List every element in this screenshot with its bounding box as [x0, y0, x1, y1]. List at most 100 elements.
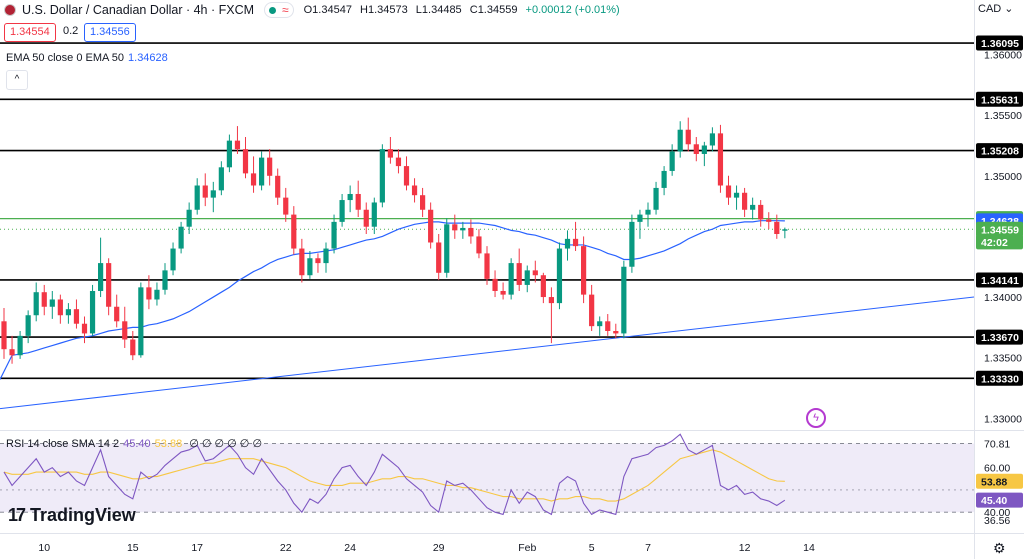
candle-body — [492, 278, 498, 291]
level-badge: 1.35631 — [976, 91, 1023, 107]
currency-selector[interactable]: CAD ⌄ — [978, 3, 1014, 15]
rsi-badge-bg — [976, 473, 1023, 489]
candle — [363, 202, 369, 234]
trendline — [0, 296, 975, 410]
candle — [17, 331, 23, 359]
tradingview-logo[interactable]: 17 TradingView — [8, 505, 136, 526]
ema-legend[interactable]: EMA 50 close 0 EMA 50 1.34628 — [6, 52, 168, 64]
ohlc-open: O1.34547 — [303, 4, 352, 16]
candle-body — [226, 140, 232, 168]
candle — [613, 323, 619, 339]
candle — [25, 310, 31, 344]
flash-icon[interactable]: ϟ — [806, 408, 826, 428]
replay-wave-icon: ≈ — [282, 3, 289, 17]
candle — [41, 284, 47, 316]
candle — [452, 214, 458, 239]
candle-body — [645, 209, 651, 215]
candle — [597, 316, 603, 336]
candle-body — [234, 140, 241, 150]
rsi-badge: 53.88 — [976, 473, 1023, 489]
candle-body — [782, 229, 788, 231]
symbol-title[interactable]: U.S. Dollar / Canadian Dollar · 4h · FXC… — [22, 3, 255, 17]
candle — [275, 168, 281, 205]
collapse-legend-button[interactable]: ^ — [6, 70, 28, 90]
candle-body — [202, 185, 208, 198]
candle-body — [750, 204, 756, 210]
sell-button[interactable]: 1.34554 — [4, 23, 56, 42]
time-tick-label: 12 — [739, 542, 751, 554]
rsi-badge-text: 45.40 — [981, 495, 1007, 507]
candle-body — [733, 192, 740, 198]
settings-gear-icon[interactable]: ⚙ — [993, 540, 1006, 556]
candle-body — [106, 263, 112, 307]
candle — [540, 272, 546, 304]
time-tick-label: 17 — [191, 542, 203, 554]
candle-body — [331, 221, 337, 249]
level-badge-text: 1.35631 — [981, 94, 1019, 106]
time-tick-label: 29 — [433, 542, 445, 554]
candle — [476, 229, 482, 259]
candle-body — [130, 339, 136, 356]
candle-body — [291, 214, 297, 249]
buy-button[interactable]: 1.34556 — [84, 23, 136, 42]
candle — [210, 181, 216, 213]
candle — [242, 137, 249, 179]
candle-body — [484, 253, 490, 279]
candle — [742, 187, 748, 218]
candle — [355, 180, 361, 218]
candle-body — [122, 321, 128, 340]
candle — [444, 218, 450, 278]
candle-body — [742, 192, 748, 210]
candle-body — [89, 290, 96, 334]
level-badge-text: 1.36095 — [981, 38, 1019, 50]
candle-body — [540, 275, 546, 298]
candle — [717, 124, 724, 193]
time-tick-label: 15 — [127, 542, 139, 554]
candle — [98, 237, 104, 298]
candle-body — [637, 214, 643, 222]
candle-body — [259, 157, 265, 186]
level-badge-bg — [976, 91, 1023, 107]
candle — [661, 166, 667, 196]
ohlc-change: +0.00012 (+0.01%) — [525, 4, 620, 16]
price-tick-label: 1.33000 — [984, 413, 1022, 425]
candle-body — [548, 297, 554, 304]
candle — [500, 282, 506, 300]
price-tick-label: 1.34000 — [984, 292, 1022, 304]
rsi-band — [0, 443, 974, 513]
candle-body — [218, 167, 224, 191]
candle — [725, 175, 732, 205]
candle-body — [428, 209, 434, 243]
candle-body — [1, 321, 7, 350]
rsi-legend[interactable]: RSI 14 close SMA 14 2 45.40 53.88 ∅ ∅ ∅ ∅ … — [6, 437, 262, 450]
ohlc-high: H1.34573 — [360, 4, 408, 16]
brand-name: TradingView — [30, 505, 136, 525]
candle-body — [194, 185, 200, 210]
candle — [162, 263, 168, 295]
candle-body — [774, 221, 780, 234]
candle-body — [500, 290, 506, 295]
candle — [508, 258, 514, 300]
price-badge-bg — [976, 221, 1023, 237]
candle — [89, 284, 96, 336]
candle — [492, 270, 498, 298]
candle-body — [162, 270, 168, 290]
candle — [138, 282, 144, 358]
rsi-badge-bg — [976, 492, 1023, 508]
candle-body — [444, 224, 450, 273]
candle-body — [283, 197, 289, 215]
symbol-header: U.S. Dollar / Canadian Dollar · 4h · FXC… — [0, 0, 625, 20]
candle-body — [395, 157, 402, 167]
candle — [709, 127, 715, 152]
market-status-pill[interactable]: ≈ — [264, 2, 294, 18]
price-tick-label: 1.33500 — [984, 353, 1022, 365]
candle — [299, 238, 305, 283]
rsi-tick-label: 60.00 — [984, 463, 1010, 475]
candle — [532, 260, 538, 283]
market-open-dot-icon — [269, 6, 277, 14]
candle-body — [250, 173, 257, 186]
candle-body — [709, 133, 715, 146]
level-badge: 1.33330 — [976, 370, 1023, 386]
candle — [685, 117, 691, 152]
